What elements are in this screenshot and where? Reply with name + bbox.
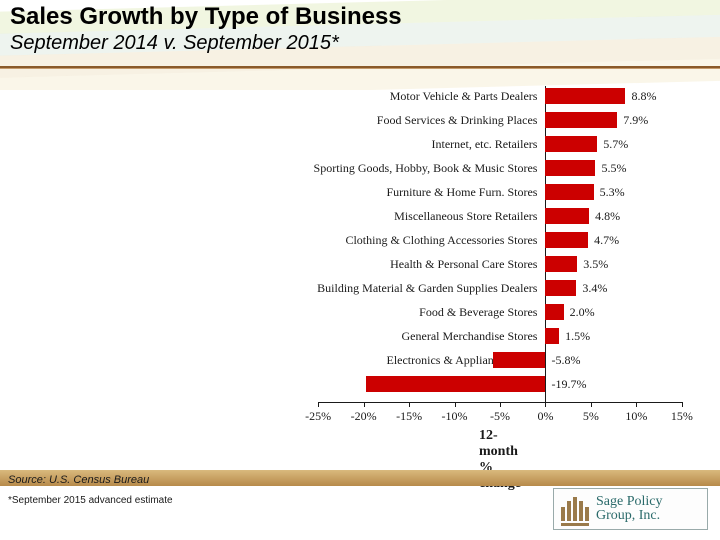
source-text: Source: U.S. Census Bureau bbox=[0, 474, 149, 486]
value-label: 2.0% bbox=[570, 302, 595, 322]
x-tick bbox=[409, 402, 410, 407]
footnote: *September 2015 advanced estimate bbox=[8, 495, 173, 506]
x-tick bbox=[545, 402, 546, 407]
bar bbox=[545, 88, 625, 104]
bar bbox=[545, 160, 595, 176]
bar bbox=[545, 304, 563, 320]
bar bbox=[545, 328, 559, 344]
header: Sales Growth by Type of Business Septemb… bbox=[10, 4, 710, 55]
category-label: General Merchandise Stores bbox=[0, 326, 537, 346]
slide: Sales Growth by Type of Business Septemb… bbox=[0, 0, 720, 540]
x-tick-label: 15% bbox=[671, 409, 693, 424]
x-tick-label: -15% bbox=[396, 409, 422, 424]
value-label: 5.5% bbox=[601, 158, 626, 178]
value-label: 4.8% bbox=[595, 206, 620, 226]
category-label: Building Material & Garden Supplies Deal… bbox=[0, 278, 537, 298]
header-separator-thin bbox=[0, 68, 720, 69]
value-label: 5.7% bbox=[603, 134, 628, 154]
bar bbox=[545, 184, 593, 200]
value-label: 4.7% bbox=[594, 230, 619, 250]
category-label: Food & Beverage Stores bbox=[0, 302, 537, 322]
value-label: 8.8% bbox=[631, 86, 656, 106]
bar bbox=[545, 208, 589, 224]
bar bbox=[366, 376, 545, 392]
x-tick bbox=[455, 402, 456, 407]
x-tick-label: 10% bbox=[625, 409, 647, 424]
category-label: Motor Vehicle & Parts Dealers bbox=[0, 86, 537, 106]
x-tick bbox=[682, 402, 683, 407]
slide-title: Sales Growth by Type of Business bbox=[10, 4, 710, 30]
x-tick-label: -25% bbox=[305, 409, 331, 424]
slide-subtitle: September 2014 v. September 2015* bbox=[10, 32, 710, 55]
category-label: Miscellaneous Store Retailers bbox=[0, 206, 537, 226]
category-label: Food Services & Drinking Places bbox=[0, 110, 537, 130]
category-label: Electronics & Appliance Stores bbox=[0, 350, 537, 370]
bar bbox=[493, 352, 546, 368]
value-label: -19.7% bbox=[551, 374, 586, 394]
x-tick-label: -20% bbox=[351, 409, 377, 424]
bar bbox=[545, 256, 577, 272]
x-tick-label: 0% bbox=[537, 409, 553, 424]
logo-line1: Sage Policy bbox=[596, 495, 663, 509]
bar bbox=[545, 280, 576, 296]
logo-icon bbox=[560, 492, 590, 526]
value-label: -5.8% bbox=[551, 350, 580, 370]
x-tick-label: 5% bbox=[583, 409, 599, 424]
x-tick bbox=[364, 402, 365, 407]
category-label: Sporting Goods, Hobby, Book & Music Stor… bbox=[0, 158, 537, 178]
x-tick bbox=[318, 402, 319, 407]
bar bbox=[545, 136, 597, 152]
value-label: 7.9% bbox=[623, 110, 648, 130]
x-tick-label: -10% bbox=[442, 409, 468, 424]
bar bbox=[545, 232, 588, 248]
x-tick bbox=[591, 402, 592, 407]
value-label: 3.5% bbox=[583, 254, 608, 274]
logo-text: Sage Policy Group, Inc. bbox=[596, 495, 663, 523]
value-label: 5.3% bbox=[600, 182, 625, 202]
category-label: Internet, etc. Retailers bbox=[0, 134, 537, 154]
bar bbox=[545, 112, 617, 128]
sales-growth-chart: Motor Vehicle & Parts Dealers 8.8% Food Se… bbox=[0, 80, 720, 470]
x-tick bbox=[636, 402, 637, 407]
category-label: Furniture & Home Furn. Stores bbox=[0, 182, 537, 202]
source-bar: Source: U.S. Census Bureau bbox=[0, 470, 720, 486]
value-label: 3.4% bbox=[582, 278, 607, 298]
x-tick-label: -5% bbox=[490, 409, 510, 424]
value-label: 1.5% bbox=[565, 326, 590, 346]
category-label: Clothing & Clothing Accessories Stores bbox=[0, 230, 537, 250]
x-tick bbox=[500, 402, 501, 407]
category-label: Health & Personal Care Stores bbox=[0, 254, 537, 274]
sage-policy-logo: Sage Policy Group, Inc. bbox=[553, 488, 708, 530]
logo-line2: Group, Inc. bbox=[596, 509, 663, 523]
